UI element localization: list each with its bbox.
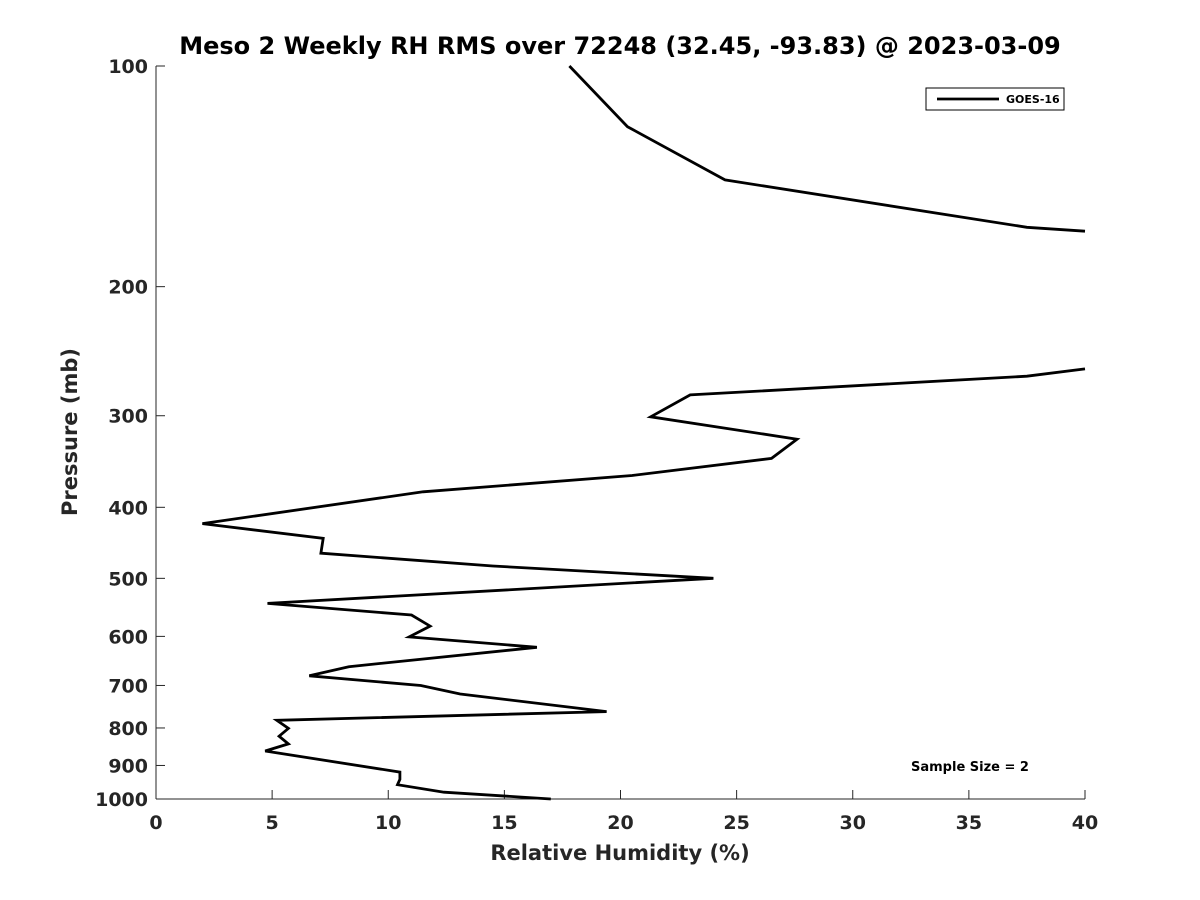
- x-tick-label-35: 35: [956, 812, 982, 834]
- y-tick-label-500: 500: [108, 568, 148, 590]
- y-tick-label-800: 800: [108, 718, 148, 740]
- legend: GOES-16: [925, 87, 1065, 111]
- x-axis-ticks: 0 5 10 15 20 25 30 35 40: [149, 790, 1098, 834]
- y-tick-label-300: 300: [108, 406, 148, 428]
- y-tick-label-400: 400: [108, 497, 148, 519]
- x-tick-label-0: 0: [149, 812, 162, 834]
- series-layer: [202, 65, 1086, 801]
- x-axis-label: Relative Humidity (%): [490, 841, 749, 865]
- x-tick-label-20: 20: [607, 812, 633, 834]
- legend-label-goes-16: GOES-16: [1006, 93, 1060, 106]
- plot-axes: [155, 66, 1085, 800]
- y-tick-label-900: 900: [108, 755, 148, 777]
- y-tick-label-1000: 1000: [95, 789, 148, 811]
- x-tick-label-5: 5: [266, 812, 279, 834]
- y-tick-label-700: 700: [108, 675, 148, 697]
- x-tick-label-40: 40: [1072, 812, 1098, 834]
- x-tick-label-15: 15: [491, 812, 517, 834]
- y-tick-label-200: 200: [108, 277, 148, 299]
- y-tick-label-100: 100: [108, 56, 148, 78]
- chart-title: Meso 2 Weekly RH RMS over 72248 (32.45, …: [179, 32, 1061, 60]
- x-tick-label-25: 25: [723, 812, 749, 834]
- x-tick-label-10: 10: [375, 812, 401, 834]
- y-tick-label-600: 600: [108, 626, 148, 648]
- y-axis-label: Pressure (mb): [58, 348, 82, 516]
- y-axis-ticks: 100 200 300 400 500 600 700 800 900 1000: [95, 56, 165, 811]
- series-line-goes-16-segment-1: [568, 65, 1086, 233]
- sample-size-annotation: Sample Size = 2: [911, 760, 1029, 775]
- x-tick-label-30: 30: [840, 812, 866, 834]
- series-line-goes-16-segment-2: [202, 367, 1086, 801]
